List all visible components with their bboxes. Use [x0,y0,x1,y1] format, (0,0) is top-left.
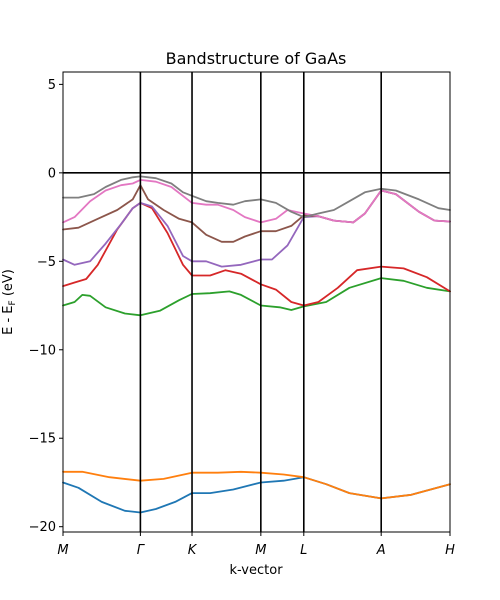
band-2-line [62,470,451,500]
band-8-line [62,175,451,218]
axes-frame [62,71,451,533]
x-axis-label: k-vector [229,563,283,578]
x-tick-label-6: H [445,543,455,558]
y-tick-label-3: −10 [29,343,56,358]
plot-area [62,72,451,532]
x-tick-label-0: M [57,543,68,558]
y-axis-label-subscript: F [8,300,18,305]
y-tick-label-2: −5 [37,255,56,270]
x-tick-label-5: A [376,543,386,558]
y-tick-label-5: −20 [29,520,56,535]
y-tick-label-1: 0 [48,166,56,181]
x-tick-label-2: K [188,543,198,558]
band-3-line [62,277,451,317]
axis-ticks: 50−5−10−15−20M Γ K M L A H [29,78,456,558]
y-tick-label-0: 5 [48,78,56,93]
y-tick-label-4: −15 [29,432,56,447]
y-axis-label-main: E - E [1,305,16,334]
x-tick-label-1: Γ [137,543,146,558]
y-axis-label-unit: (eV) [1,269,16,300]
band-7-line [62,179,451,224]
x-tick-label-4: L [300,543,307,558]
x-tick-label-3: M [255,543,266,558]
chart-title: Bandstructure of GaAs [166,49,347,68]
y-axis-label: E - EF (eV) [1,269,18,335]
